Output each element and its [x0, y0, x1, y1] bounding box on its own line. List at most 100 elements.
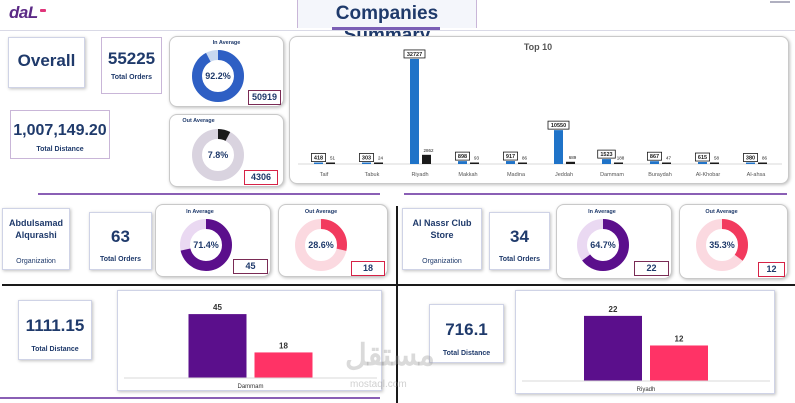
top10-bar-riyadh-out: [422, 154, 431, 164]
company2-category: Riyadh: [637, 387, 656, 393]
company1-total-distance-label: Total Distance: [31, 346, 79, 353]
top10-bar-buraydah-out: [662, 162, 671, 164]
top10-bar-makkah-out: [470, 162, 479, 164]
top10-value-al-ahsa-out: 86: [762, 156, 768, 161]
top10-label-box-dammam: [597, 149, 616, 159]
top10-bar-dammam-out: [614, 162, 623, 164]
top10-value-taif-in: 418: [314, 156, 323, 162]
top10-value-makkah-in: 898: [458, 154, 467, 160]
title-bar: [297, 0, 477, 28]
logo: daL: [9, 3, 38, 22]
company1-bar-value-out: 18: [279, 341, 288, 350]
top10-value-jeddah-out: 689: [569, 155, 577, 160]
company1-total-orders-label: Total Orders: [99, 256, 142, 263]
company1-bar-value-in: 45: [213, 303, 222, 312]
company2-in-average-title: In Average: [588, 209, 616, 215]
company2-out-average-donut: [696, 219, 748, 271]
top-right-rule: [770, 1, 790, 3]
company2-out-average-percent: 35.3%: [709, 240, 735, 250]
overall-label-card: Overall: [8, 37, 85, 88]
overall-total-distance-label: Total Distance: [36, 146, 84, 153]
company1-out-average-title: Out Average: [304, 209, 338, 215]
top10-value-madina-in: 917: [506, 154, 515, 160]
top10-value-taif-out: 51: [330, 156, 336, 161]
company2-in-average-card: In Average 64.7% 22: [556, 204, 672, 279]
overall-in-average-card: In Average 92.2% 50919: [169, 36, 284, 107]
top10-chart-card: Top 10 418 51 Taif 303 24 Tabuk 32727 2862 Riyad…: [289, 36, 789, 184]
header-rule: [0, 30, 795, 31]
company1-chart-card: 45 18 Dammam: [117, 290, 382, 391]
overall-out-average-percent: 7.8%: [207, 150, 229, 160]
top10-value-madina-out: 86: [522, 156, 528, 161]
section-divider-top: [38, 193, 380, 195]
company2-in-average-count: 22: [634, 261, 669, 276]
top10-label-box-al-khobar: [694, 152, 710, 162]
overall-in-average-donut: [192, 50, 244, 102]
top10-category-al-ahsa: Al-ahsa: [747, 172, 767, 178]
company1-total-distance-value: 1111.15: [25, 316, 85, 335]
watermark-arabic: مستقل: [345, 339, 435, 372]
company1-in-average-card: In Average 71.4% 45: [155, 204, 271, 277]
overall-label: Overall: [17, 51, 76, 70]
top10-label-box-riyadh: [403, 49, 426, 59]
company2-bar-in: [584, 315, 642, 381]
top10-bar-madina-in: [506, 161, 515, 164]
company2-name-card: Al Nassr Club Store Organization: [402, 208, 482, 270]
top10-label-box-al-ahsa: [742, 153, 758, 162]
company2-total-distance-label: Total Distance: [442, 350, 491, 357]
overall-total-orders-label: Total Orders: [110, 74, 153, 81]
title-underline: [332, 27, 440, 30]
top10-chart: Top 10 418 51 Taif 303 24 Tabuk 32727 2862 Riyad…: [298, 42, 782, 178]
company2-distance-card: 716.1 Total Distance: [429, 304, 504, 363]
overall-out-average-title: Out Average: [182, 118, 215, 124]
top10-value-buraydah-in: 867: [650, 154, 659, 160]
company2-total-distance-value: 716.1: [445, 320, 488, 339]
watermark-latin: mostaql.com: [350, 379, 407, 390]
top10-bar-jeddah-in: [554, 130, 563, 164]
company2-chart: 22 12 Riyadh: [522, 305, 770, 393]
top10-value-jeddah-in: 10550: [551, 123, 566, 129]
company2-in-average-donut: [577, 219, 629, 271]
overall-out-average-donut: [192, 129, 244, 181]
overall-distance-card: 1,007,149.20 Total Distance: [10, 110, 110, 159]
top10-category-buraydah: Buraydah: [648, 172, 672, 178]
company1-chart: 45 18 Dammam: [124, 303, 377, 390]
overall-in-average-percent: 92.2%: [205, 71, 231, 81]
overall-in-average-arc: [192, 50, 244, 102]
company2-in-average-arc: [577, 219, 629, 271]
company2-out-average-title: Out Average: [705, 209, 738, 215]
top10-bar-buraydah-in: [650, 161, 659, 164]
company1-out-average-card: Out Average 28.6% 18: [278, 204, 388, 277]
top10-label-box-taif: [310, 153, 326, 162]
company2-out-average-arc: [696, 219, 748, 271]
top10-category-makkah: Makkah: [458, 172, 477, 178]
company2-out-average-card: Out Average 35.3% 12: [679, 204, 788, 279]
top10-category-dammam: Dammam: [600, 172, 624, 178]
top10-category-al-khobar: Al-Khobar: [696, 172, 721, 178]
section-divider-bottom: [0, 397, 380, 399]
company2-total-orders-label: Total Orders: [498, 256, 541, 263]
company2-in-average-percent: 64.7%: [590, 240, 616, 250]
top10-category-riyadh: Riyadh: [411, 172, 428, 178]
company2-orders-card: 34 Total Orders: [489, 212, 550, 270]
top10-category-jeddah: Jeddah: [555, 172, 573, 178]
company1-category: Dammam: [237, 384, 263, 390]
company1-bar-in: [188, 314, 247, 378]
section-divider-top-right: [404, 193, 787, 195]
company1-name-card: Abdulsamad Alqurashi Organization: [2, 208, 70, 270]
top10-title: Top 10: [524, 42, 552, 52]
top10-label-box-buraydah: [646, 151, 662, 161]
overall-in-average-count: 50919: [248, 90, 281, 105]
company2-name: Al Nassr Club Store: [412, 218, 472, 240]
top10-value-dammam-out: 188: [617, 156, 625, 161]
company1-in-average-title: In Average: [186, 209, 214, 215]
overall-total-orders-value: 55225: [107, 49, 156, 68]
company1-in-average-percent: 71.4%: [193, 240, 219, 250]
top10-value-tabuk-in: 303: [362, 156, 371, 162]
top10-bar-makkah-in: [458, 161, 467, 164]
company2-type-label: Organization: [422, 258, 462, 265]
company1-in-average-arc: [180, 219, 232, 271]
top10-value-buraydah-out: 47: [666, 156, 672, 161]
overall-orders-card: 55225 Total Orders: [101, 37, 162, 94]
top10-label-box-makkah: [454, 151, 470, 161]
